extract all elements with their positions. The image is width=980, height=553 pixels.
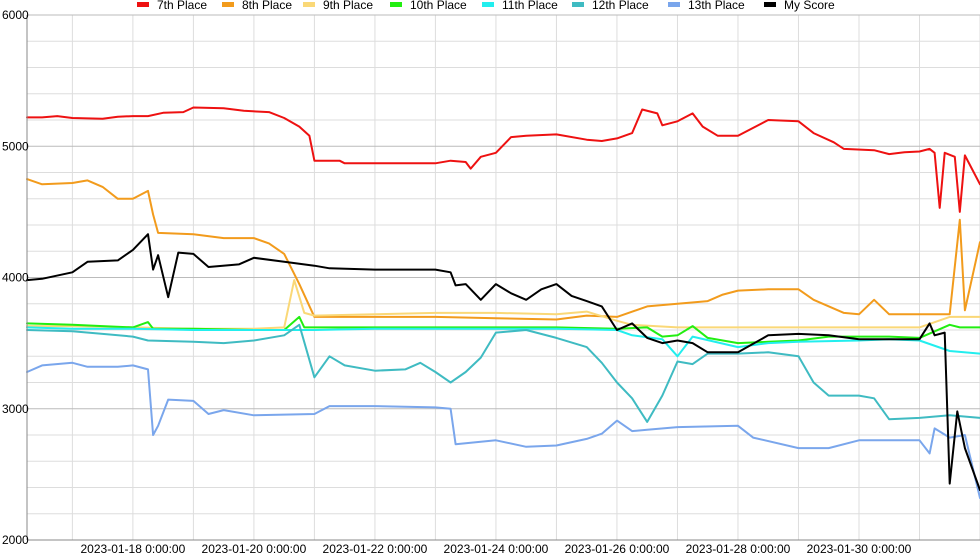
- x-tick-label: 2023-01-26 0:00:00: [565, 542, 670, 553]
- legend-swatch: [390, 2, 402, 7]
- legend-swatch: [764, 2, 776, 7]
- legend-swatch: [222, 2, 234, 7]
- y-tick-label: 3000: [2, 402, 29, 416]
- series-line-13th-place: [26, 361, 980, 499]
- legend-item[interactable]: 7th Place: [137, 0, 207, 12]
- legend-label: My Score: [784, 0, 835, 12]
- legend-label: 12th Place: [592, 0, 649, 12]
- x-tick-label: 2023-01-20 0:00:00: [202, 542, 307, 553]
- legend-swatch: [137, 2, 149, 7]
- x-tick-label: 2023-01-28 0:00:00: [686, 542, 791, 553]
- x-tick-label: 2023-01-18 0:00:00: [81, 542, 186, 553]
- legend-item[interactable]: My Score: [764, 0, 835, 12]
- y-tick-label: 6000: [2, 8, 29, 22]
- series-lines: [26, 106, 980, 499]
- x-tick-label: 2023-01-24 0:00:00: [444, 542, 549, 553]
- y-tick-label: 2000: [2, 533, 29, 547]
- series-line-7th-place: [26, 106, 980, 213]
- x-tick-label: 2023-01-22 0:00:00: [323, 542, 428, 553]
- legend: 7th Place 8th Place 9th Place 10th Place 11t…: [137, 0, 835, 12]
- series-line-my-score: [26, 233, 980, 492]
- legend-swatch: [572, 2, 584, 7]
- series-line-8th-place: [26, 178, 980, 321]
- legend-item[interactable]: 12th Place: [572, 0, 649, 12]
- legend-item[interactable]: 13th Place: [668, 0, 745, 12]
- x-tick-label: 2023-01-30 0:00:00: [807, 542, 912, 553]
- legend-label: 11th Place: [502, 0, 558, 12]
- legend-item[interactable]: 9th Place: [303, 0, 373, 12]
- legend-label: 8th Place: [242, 0, 292, 12]
- legend-swatch: [482, 2, 494, 7]
- legend-label: 9th Place: [323, 0, 373, 12]
- legend-label: 7th Place: [157, 0, 207, 12]
- y-tick-label: 4000: [2, 271, 29, 285]
- legend-label: 10th Place: [410, 0, 467, 12]
- legend-item[interactable]: 8th Place: [222, 0, 292, 12]
- legend-label: 13th Place: [688, 0, 745, 12]
- axes: 2000 3000 4000 5000 6000 2023-01-18 0:00:00 20…: [2, 8, 980, 553]
- legend-swatch: [668, 2, 680, 7]
- series-line-12th-place: [26, 323, 980, 423]
- legend-item[interactable]: 11th Place: [482, 0, 558, 12]
- y-tick-label: 5000: [2, 139, 29, 153]
- grid: [27, 14, 980, 541]
- legend-item[interactable]: 10th Place: [390, 0, 467, 12]
- legend-swatch: [303, 2, 315, 7]
